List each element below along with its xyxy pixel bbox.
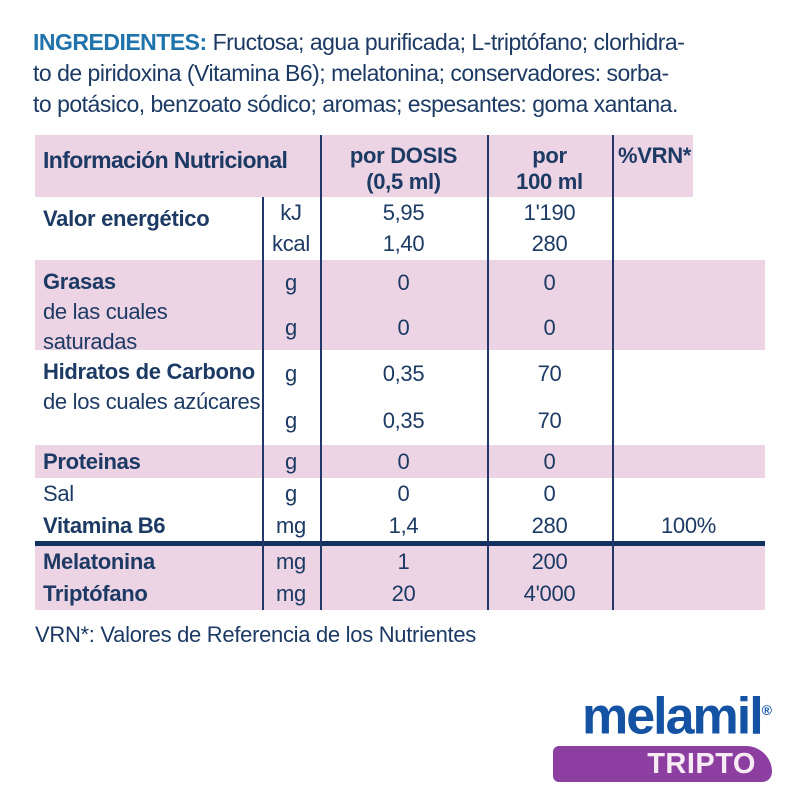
- row-per100-values: 200 4'000: [523, 549, 576, 606]
- row-label: Vitamina B6: [43, 512, 166, 538]
- table-thick-divider: [35, 541, 765, 546]
- table-row-vitamin-b6: Vitamina B6 mg 1,4 280 100%: [35, 510, 765, 541]
- row-dose-values: 0: [397, 448, 410, 474]
- column-rule-dose: [320, 135, 322, 610]
- row-label: Valor energético: [43, 206, 210, 231]
- row-label: Hidratos de Carbono de los cuales azúcar…: [43, 359, 261, 414]
- row-label: Melatonina Triptófano: [43, 549, 155, 606]
- column-header-dose: por DOSIS (0,5 ml): [349, 143, 458, 194]
- row-units: g: [285, 448, 297, 474]
- row-units: g g: [285, 269, 297, 340]
- tripto-banner: TRIPTO: [553, 746, 772, 783]
- table-row-carbs: Hidratos de Carbono de los cuales azúcar…: [35, 350, 765, 445]
- row-units: g g: [285, 360, 297, 434]
- row-dose-values: 0,35 0,35: [382, 360, 425, 434]
- row-vrn-value: [612, 478, 765, 510]
- row-vrn-value: [612, 350, 765, 445]
- row-per100-values: 70 70: [537, 360, 562, 434]
- row-units: mg mg: [276, 549, 306, 606]
- row-label: Proteinas: [43, 448, 141, 474]
- table-header-row: Información Nutricional por DOSIS (0,5 m…: [35, 135, 765, 197]
- row-dose-values: 0 0: [397, 269, 410, 340]
- row-per100-values: 0 0: [543, 269, 556, 340]
- column-rule-vrn: [612, 135, 614, 610]
- row-dose-values: 5,95 1,40: [382, 199, 425, 257]
- row-dose-values: 1,4: [388, 512, 419, 538]
- row-vrn-value: 100%: [660, 512, 717, 538]
- row-label: Sal: [43, 481, 74, 506]
- row-per100-values: 280: [531, 512, 568, 538]
- row-units: kJ kcal: [272, 199, 310, 257]
- row-vrn-value: [612, 546, 765, 610]
- row-label: Grasas de las cuales saturadas: [43, 269, 168, 350]
- row-vrn-value: [612, 197, 765, 260]
- brand-wordmark: melamil®: [582, 687, 772, 746]
- registered-trademark-icon: ®: [761, 702, 772, 718]
- row-per100-values: 0: [543, 481, 556, 506]
- table-title: Información Nutricional: [43, 147, 288, 173]
- ingredients-line-1: Fructosa; agua purificada; L-triptófano;…: [206, 29, 685, 55]
- row-vrn-value: [612, 260, 765, 350]
- row-units: mg: [276, 512, 306, 538]
- column-rule-per100: [487, 135, 489, 610]
- row-dose-values: 0: [397, 481, 410, 506]
- ingredients-paragraph: INGREDIENTES: Fructosa; agua purificada;…: [33, 27, 778, 120]
- ingredients-line-2: to de piridoxina (Vitamina B6); melatoni…: [33, 60, 669, 86]
- table-row-fat: Grasas de las cuales saturadas g g 0 0 0…: [35, 260, 765, 350]
- ingredients-line-3: to potásico, benzoato sódico; aromas; es…: [33, 91, 678, 117]
- column-header-vrn: %VRN*: [618, 143, 692, 168]
- vrn-footnote: VRN*: Valores de Referencia de los Nutri…: [35, 622, 476, 647]
- row-units: g: [285, 481, 297, 506]
- row-dose-values: 1 20: [391, 549, 416, 606]
- column-header-per100: por 100 ml: [516, 143, 583, 194]
- brand-logo: melamil® TRIPTO: [532, 682, 772, 783]
- table-row-salt: Sal g 0 0: [35, 478, 765, 510]
- table-row-melatonin-tryptophan: Melatonina Triptófano mg mg 1 20 200 4'0…: [35, 546, 765, 610]
- row-per100-values: 1'190 280: [523, 199, 576, 257]
- row-per100-values: 0: [543, 448, 556, 474]
- row-vrn-value: [612, 445, 765, 478]
- column-rule-unit: [262, 197, 264, 610]
- table-row-energy: Valor energético kJ kcal 5,95 1,40 1'190…: [35, 197, 765, 260]
- ingredients-heading: INGREDIENTES:: [33, 29, 207, 55]
- table-row-protein: Proteinas g 0 0: [35, 445, 765, 478]
- nutrition-table: Información Nutricional por DOSIS (0,5 m…: [35, 135, 765, 610]
